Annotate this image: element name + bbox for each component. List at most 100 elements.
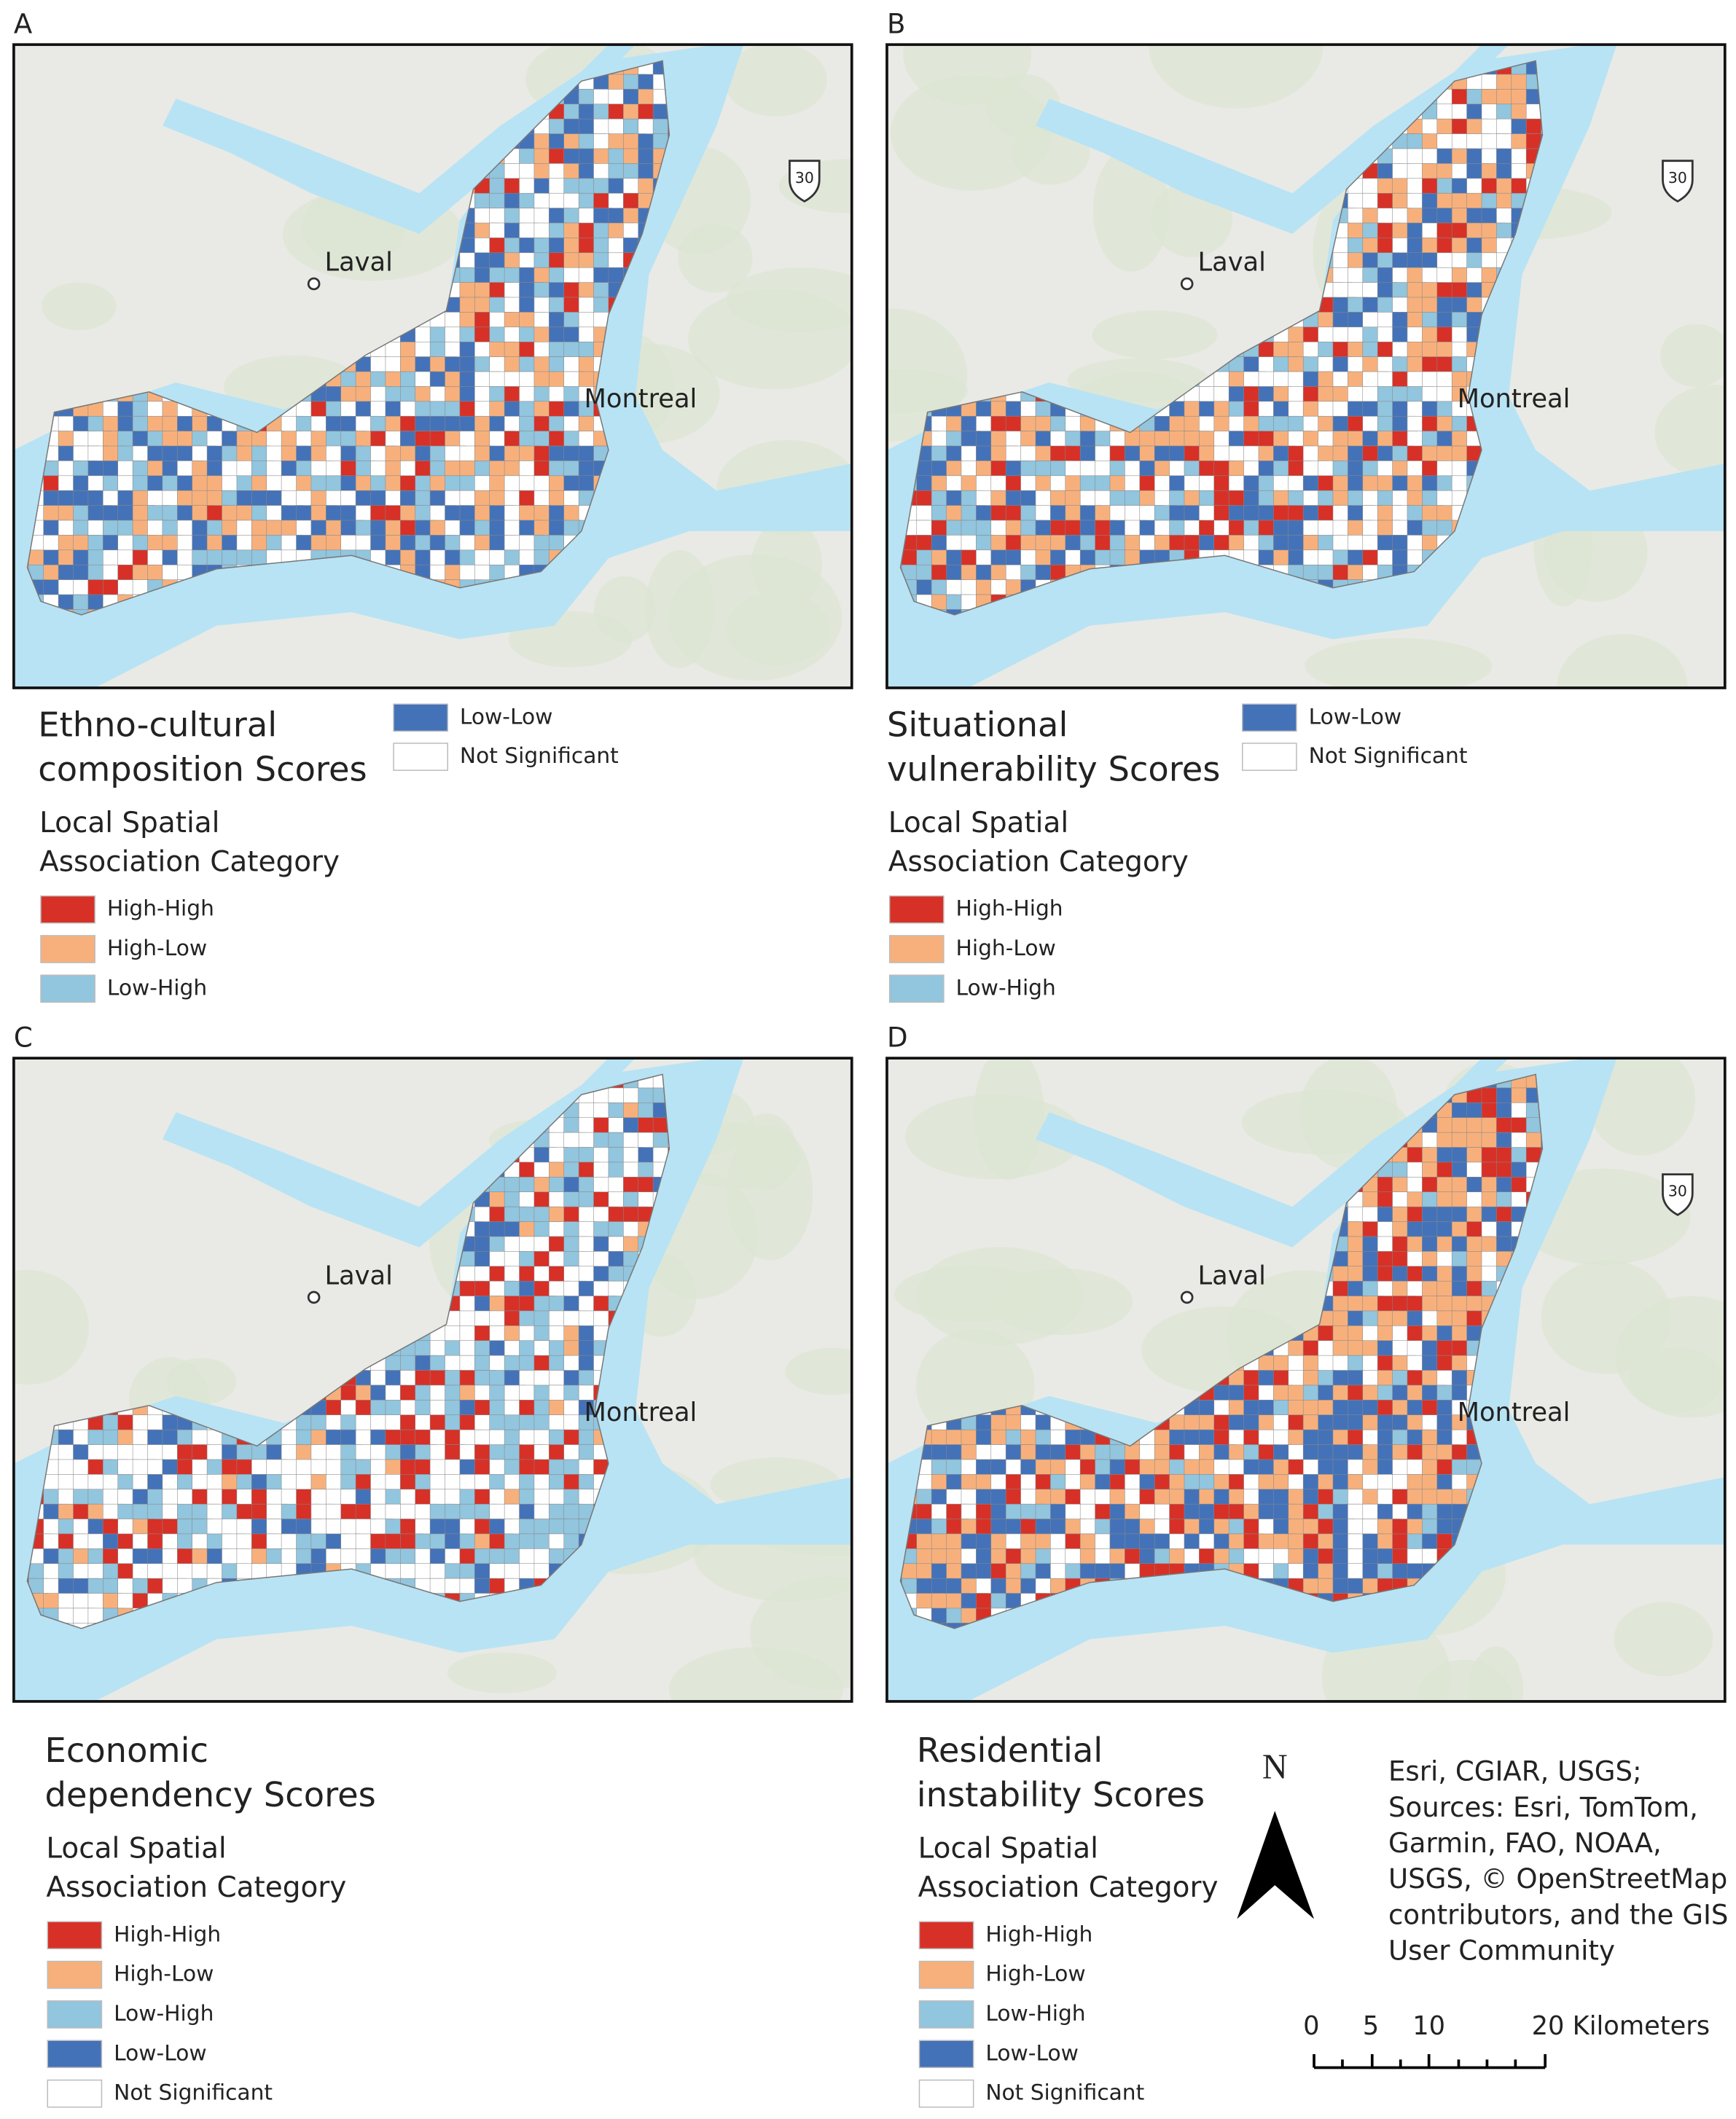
attribution-line: User Community	[1388, 1935, 1615, 1966]
tract	[504, 386, 522, 404]
tract	[1035, 564, 1052, 581]
scale-ticks	[1313, 2053, 1547, 2068]
place-dot	[307, 277, 321, 291]
legend-swatch	[40, 895, 95, 924]
tract	[1332, 267, 1350, 283]
tract	[1451, 282, 1468, 299]
attribution-line: contributors, and the GIS	[1388, 1899, 1728, 1930]
tract	[563, 282, 581, 299]
tract	[1481, 208, 1498, 226]
tract	[549, 415, 566, 433]
land-shade	[678, 224, 753, 293]
tract	[1362, 192, 1378, 209]
attribution-line: Esri, CGIAR, USGS;	[1388, 1756, 1642, 1787]
legend-swatch	[393, 743, 448, 771]
land-shade	[903, 44, 1032, 105]
north-arrow	[1237, 1811, 1315, 1919]
land-shade	[726, 267, 852, 332]
land-shade	[1557, 633, 1688, 688]
tract	[1392, 297, 1409, 313]
tract	[563, 461, 581, 478]
tract	[1184, 490, 1200, 507]
legend-label: Not Significant	[460, 743, 619, 768]
legend-swatch	[40, 974, 95, 1003]
attribution-line: USGS, © OpenStreetMap	[1388, 1863, 1727, 1895]
north-label: N	[1262, 1748, 1288, 1787]
tract	[608, 148, 626, 165]
scale-label: 20 Kilometers	[1532, 2011, 1710, 2041]
scale-label: 10	[1412, 2011, 1445, 2041]
tract	[1318, 356, 1334, 375]
land-shade	[886, 369, 968, 414]
tract	[73, 609, 101, 615]
tract	[474, 520, 492, 536]
tract	[1348, 564, 1364, 581]
place-label: Laval	[324, 248, 392, 278]
scale-bar: 0 5 10 20 Kilometers	[1303, 2011, 1710, 2069]
scale-label: 0	[1303, 2011, 1319, 2041]
tract	[459, 505, 477, 522]
tract	[459, 356, 476, 372]
tract	[1436, 208, 1453, 225]
highway-label: 30	[795, 169, 814, 187]
water	[162, 44, 636, 234]
tract	[1466, 148, 1483, 166]
legend-swatch	[40, 935, 95, 963]
land-shade	[1148, 44, 1323, 109]
tract	[1109, 520, 1127, 537]
map: Laval Montreal 30	[12, 43, 853, 689]
tract	[385, 356, 401, 375]
legend-swatch	[393, 703, 448, 732]
tract	[1318, 520, 1334, 538]
island-outline	[26, 60, 670, 616]
tract	[504, 192, 520, 211]
attribution-line: Garmin, FAO, NOAA,	[1388, 1828, 1662, 1859]
highway-shield	[789, 160, 821, 203]
legend-title: composition Scores	[38, 749, 367, 788]
panel-label: B	[887, 9, 905, 40]
legend-label: High-Low	[107, 935, 207, 960]
legend-subtitle: Association Category	[39, 846, 340, 879]
tract	[549, 520, 566, 538]
tract	[429, 461, 447, 479]
water	[1035, 44, 1509, 234]
land-shade	[724, 44, 828, 117]
place-label: Montreal	[584, 384, 697, 414]
legend-title: Ethno-cultural	[38, 705, 277, 744]
tract	[326, 386, 342, 403]
tract	[1362, 431, 1380, 447]
panel-label: A	[14, 9, 33, 40]
tract	[474, 341, 492, 359]
tract	[1050, 549, 1068, 566]
land-shade	[1092, 310, 1218, 359]
tract	[87, 461, 104, 477]
tract	[415, 445, 431, 463]
tract	[489, 520, 506, 538]
legend-label: Low-Low	[460, 703, 553, 729]
legend-subtitle: Local Spatial	[39, 807, 219, 839]
tract	[400, 490, 418, 508]
land-shade	[1067, 358, 1210, 403]
land-shade	[668, 554, 842, 681]
legend-label: High-High	[107, 896, 214, 921]
tract	[1332, 341, 1350, 358]
tract	[1258, 549, 1275, 567]
scale-label: 5	[1363, 2011, 1379, 2041]
land-shade	[41, 282, 117, 331]
land-shade	[1660, 324, 1725, 388]
tract	[1496, 103, 1514, 120]
land-shade	[1092, 147, 1170, 272]
tract	[976, 505, 993, 522]
land-shade	[1654, 385, 1725, 481]
tract	[1332, 326, 1350, 343]
tract	[1392, 282, 1408, 300]
map-frame	[12, 43, 853, 689]
tract	[593, 282, 611, 300]
land-shade	[1305, 638, 1493, 688]
attribution-line: Sources: Esri, TomTom,	[1388, 1792, 1698, 1823]
tract	[623, 103, 639, 122]
tract	[103, 520, 120, 536]
